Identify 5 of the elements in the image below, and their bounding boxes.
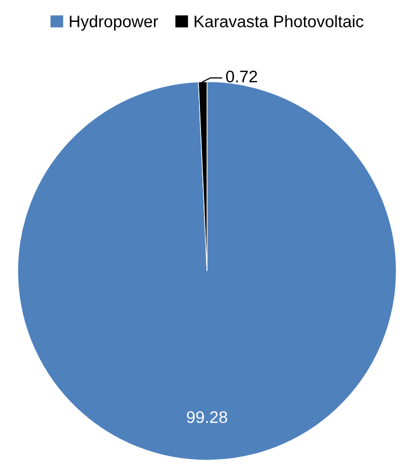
legend-label: Hydropower <box>70 15 158 31</box>
pie-slice <box>17 81 397 461</box>
data-label: 99.28 <box>186 411 228 424</box>
data-label: 0.72 <box>226 70 258 82</box>
legend-label: Karavasta Photovoltaic <box>194 15 364 28</box>
